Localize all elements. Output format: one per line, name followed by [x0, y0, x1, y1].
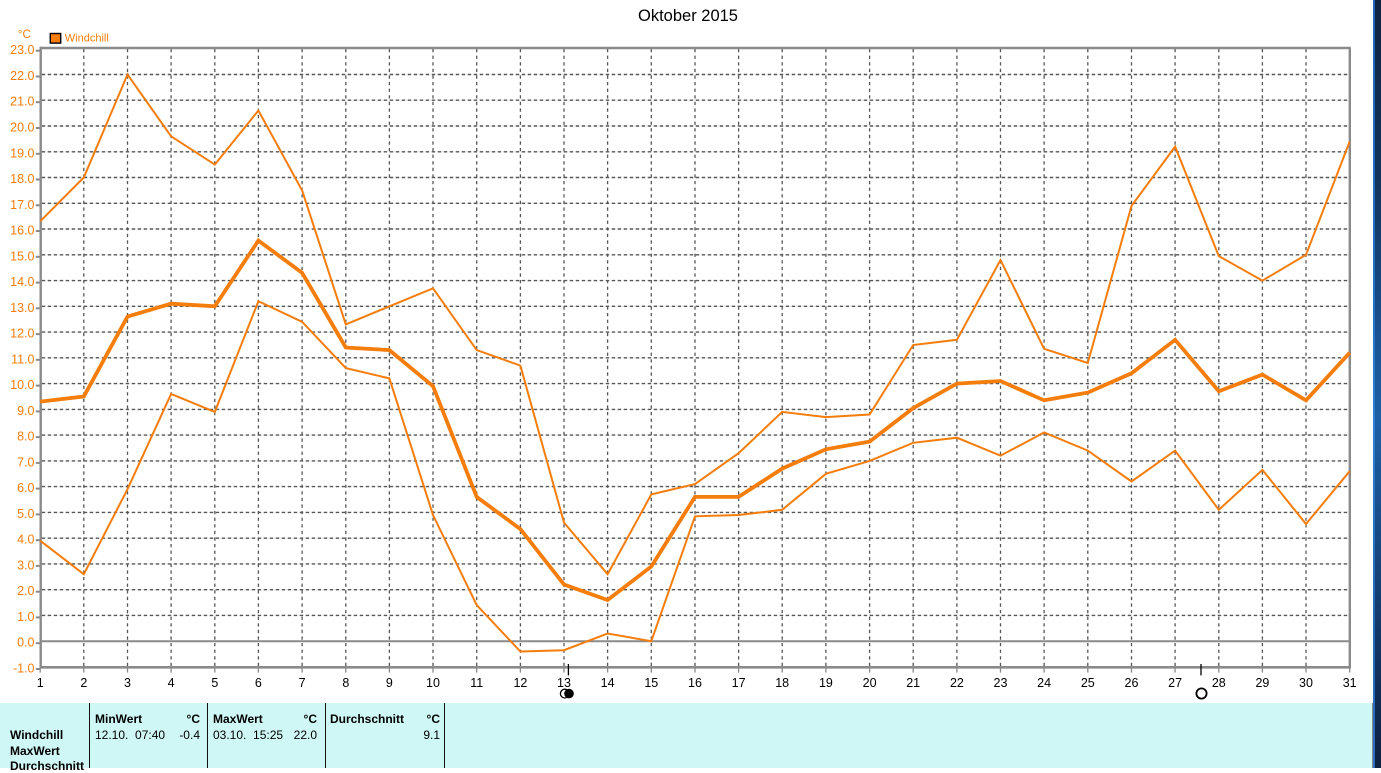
svg-text:19.0: 19.0: [10, 146, 34, 160]
svg-text:2: 2: [80, 676, 87, 690]
svg-text:11.0: 11.0: [11, 352, 34, 366]
svg-text:21: 21: [906, 676, 920, 690]
svg-text:Windchill: Windchill: [65, 33, 109, 45]
svg-text:29: 29: [1255, 676, 1269, 690]
svg-text:21.0: 21.0: [10, 95, 34, 109]
svg-text:26: 26: [1125, 676, 1139, 690]
svg-text:25: 25: [1081, 676, 1095, 690]
svg-text:5.0: 5.0: [17, 507, 34, 521]
svg-text:23: 23: [994, 676, 1008, 690]
svg-text:22: 22: [950, 676, 964, 690]
svg-text:9: 9: [386, 676, 393, 690]
svg-text:18: 18: [775, 676, 789, 690]
svg-text:19: 19: [819, 676, 833, 690]
svg-text:13: 13: [557, 676, 571, 690]
svg-text:7.0: 7.0: [17, 455, 34, 469]
svg-text:15.0: 15.0: [10, 249, 34, 263]
svg-text:0.0: 0.0: [17, 636, 34, 650]
svg-text:18.0: 18.0: [10, 172, 34, 186]
svg-text:8: 8: [342, 676, 349, 690]
svg-text:13.0: 13.0: [10, 301, 34, 315]
svg-text:10.0: 10.0: [10, 378, 34, 392]
svg-text:11: 11: [470, 676, 483, 690]
svg-text:6.0: 6.0: [17, 481, 34, 495]
svg-text:9.0: 9.0: [17, 404, 34, 418]
svg-text:27: 27: [1168, 676, 1182, 690]
svg-text:5: 5: [211, 676, 218, 690]
svg-text:24: 24: [1037, 676, 1051, 690]
svg-text:1.0: 1.0: [17, 610, 34, 624]
svg-text:16.0: 16.0: [10, 224, 34, 238]
svg-text:30: 30: [1299, 676, 1313, 690]
svg-text:3.0: 3.0: [17, 558, 34, 572]
svg-text:22.0: 22.0: [10, 69, 34, 83]
svg-text:4.0: 4.0: [17, 533, 34, 547]
svg-text:8.0: 8.0: [17, 430, 34, 444]
svg-text:12.0: 12.0: [10, 327, 34, 341]
svg-text:1: 1: [37, 676, 44, 690]
svg-text:10: 10: [426, 676, 440, 690]
svg-text:-1.0: -1.0: [13, 662, 35, 676]
svg-text:°C: °C: [18, 29, 31, 41]
svg-text:14: 14: [601, 676, 615, 690]
svg-text:6: 6: [255, 676, 262, 690]
svg-text:23.0: 23.0: [10, 43, 34, 57]
svg-text:20.0: 20.0: [10, 121, 34, 135]
svg-text:28: 28: [1212, 676, 1226, 690]
svg-text:31: 31: [1343, 676, 1357, 690]
svg-text:17.0: 17.0: [10, 198, 34, 212]
svg-text:17: 17: [732, 676, 746, 690]
svg-text:20: 20: [863, 676, 877, 690]
svg-text:Oktober 2015: Oktober 2015: [638, 7, 738, 25]
svg-text:7: 7: [299, 676, 306, 690]
svg-text:12: 12: [513, 676, 527, 690]
svg-text:16: 16: [688, 676, 702, 690]
svg-text:15: 15: [644, 676, 658, 690]
svg-text:4: 4: [168, 676, 175, 690]
svg-text:2.0: 2.0: [17, 584, 34, 598]
svg-text:14.0: 14.0: [10, 275, 34, 289]
svg-text:3: 3: [124, 676, 131, 690]
